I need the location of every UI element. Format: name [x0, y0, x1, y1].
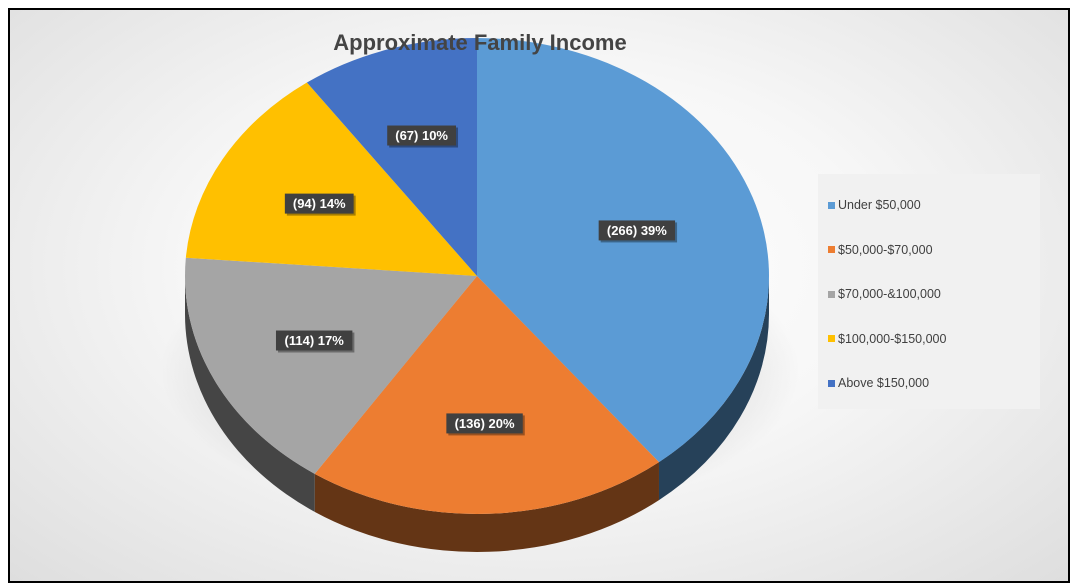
- data-label-box: [446, 413, 523, 434]
- legend-label: $50,000-$70,000: [838, 242, 933, 257]
- data-label-text: (67) 10%: [395, 128, 448, 143]
- pie-chart: (266) 39% (136) 20% (114) 17% (94) 14% (67) …: [160, 38, 800, 552]
- pie-data-labels: (266) 39% (136) 20% (114) 17% (94) 14% (67) …: [275, 125, 678, 436]
- legend-label: Under $50,000: [838, 198, 921, 212]
- legend-item: $70,000-&100,000: [828, 283, 1040, 305]
- pie-slice-70-000-100-000: [184, 257, 477, 474]
- chart-frame: (266) 39% (136) 20% (114) 17% (94) 14% (67) …: [8, 8, 1070, 583]
- legend-label: $70,000-&100,000: [838, 287, 941, 301]
- pie-slice-100-000-150-000: [185, 82, 477, 276]
- data-label-box: [387, 125, 457, 146]
- legend-swatch: [828, 335, 835, 342]
- legend-swatch: [828, 379, 835, 387]
- pie-slices: [184, 38, 770, 514]
- legend-label: $100,000-$150,000: [838, 331, 947, 346]
- data-label: (114) 17%: [275, 330, 355, 353]
- legend-item: Under $50,000: [828, 194, 1040, 216]
- data-label-box: [284, 193, 354, 214]
- pie-slice-50-000-70-000: [314, 276, 659, 514]
- legend-item: $100,000-$150,000: [828, 328, 1040, 350]
- data-label: (136) 20%: [446, 413, 525, 436]
- chart-legend: Under $50,000 $50,000-$70,000 $70,000-&1…: [818, 174, 1040, 409]
- pie-slice-above-150-000: [306, 38, 477, 276]
- chart-title: Approximate Family Income: [333, 30, 627, 55]
- data-label: (94) 14%: [284, 193, 356, 216]
- data-label: (266) 39%: [598, 220, 678, 243]
- data-label-box: [275, 330, 353, 351]
- legend-label: Above $150,000: [838, 376, 930, 390]
- data-label-text: (94) 14%: [293, 196, 346, 211]
- data-label-text: (266) 39%: [607, 223, 667, 238]
- data-label: (67) 10%: [387, 125, 459, 148]
- data-label-text: (136) 20%: [455, 416, 515, 431]
- pie-side-50-000-70-000: [314, 462, 659, 552]
- data-label-text: (114) 17%: [285, 333, 345, 348]
- legend-swatch: [828, 201, 835, 209]
- legend-swatch: [828, 290, 835, 298]
- pie-side-under-50-000: [658, 276, 769, 501]
- pie-side-70-000-100-000: [185, 276, 315, 512]
- legend-swatch: [828, 246, 835, 253]
- pie-slice-under-50-000: [477, 38, 770, 463]
- legend-item: $50,000-$70,000: [828, 239, 1040, 261]
- data-label-box: [598, 220, 676, 241]
- legend-item: Above $150,000: [828, 372, 1040, 394]
- pie-sides: [185, 276, 769, 552]
